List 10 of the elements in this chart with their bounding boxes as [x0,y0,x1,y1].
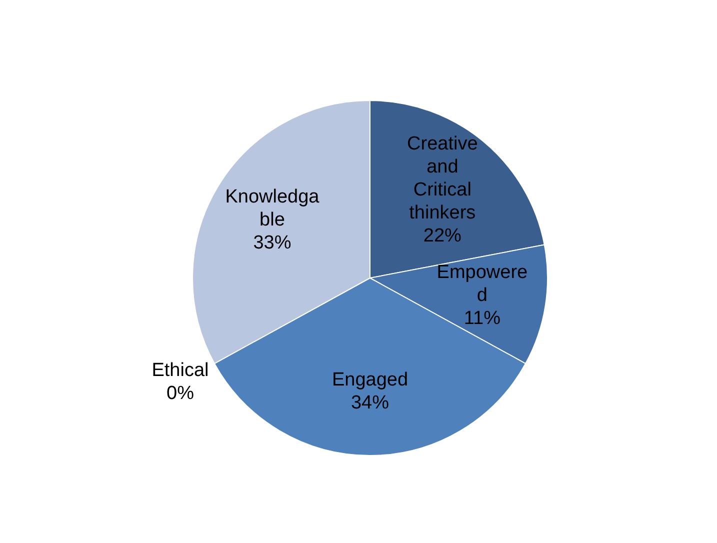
category-label: Ethical [152,360,209,382]
slice-label: Engaged [332,369,408,390]
data-label: 22% [423,226,462,247]
slice-label: Knowledgable [225,186,320,230]
data-label: 33% [253,232,292,254]
text: 0% [166,383,194,404]
slice-label: Empowered [436,262,528,306]
slice-label: Creative and Critical thinkers [407,134,478,224]
data-label: 11% [464,308,501,330]
data-label: 34% [350,392,390,414]
